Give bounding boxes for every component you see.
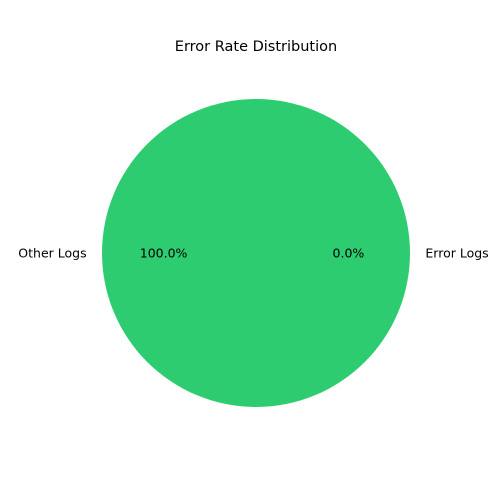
pie-slices — [102, 99, 410, 407]
pie-labels: Error Logs 0.0% Other Logs 100.0% — [18, 245, 488, 260]
pie-slice-other-logs — [102, 99, 410, 407]
slice-label-error-logs: Error Logs — [425, 245, 488, 260]
slice-label-other-logs: Other Logs — [18, 245, 86, 260]
percent-label-other-logs: 100.0% — [140, 245, 188, 260]
chart-title: Error Rate Distribution — [175, 39, 337, 55]
percent-label-error-logs: 0.0% — [333, 245, 365, 260]
